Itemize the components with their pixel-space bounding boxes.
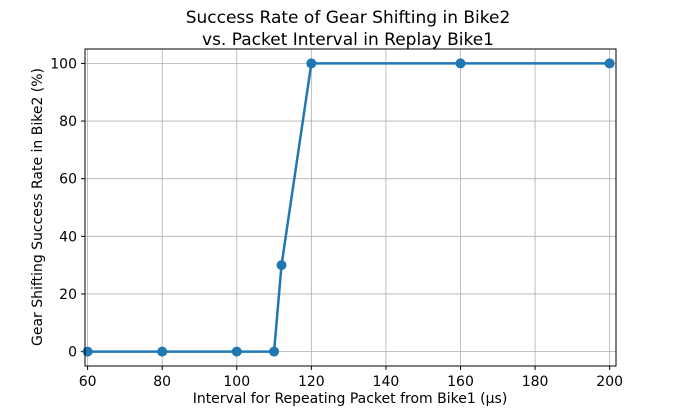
x-tick-label: 180	[522, 374, 549, 390]
chart-title-line2: vs. Packet Interval in Replay Bike1	[202, 30, 494, 50]
x-tick-label: 100	[223, 374, 250, 390]
series-line	[87, 62, 610, 353]
x-tick-label: 160	[447, 374, 474, 390]
y-tick-label: 20	[59, 287, 77, 303]
axis-ticks: 60 80 100 120 140 160 180 200 0 20 40 60 80 100	[50, 56, 623, 390]
data-point	[306, 58, 317, 69]
grid-lines	[85, 49, 616, 366]
data-point	[82, 346, 93, 357]
y-tick-label: 0	[68, 345, 77, 361]
y-axis-label: Gear Shifting Success Rate in Bike2 (%)	[30, 68, 46, 346]
x-tick-label: 140	[373, 374, 400, 390]
y-tick-label: 40	[59, 229, 77, 245]
data-point	[157, 346, 168, 357]
data-point	[269, 346, 280, 357]
x-tick-label: 60	[79, 374, 97, 390]
plot-frame	[84, 48, 617, 367]
data-point	[455, 58, 466, 69]
x-tick-label: 120	[298, 374, 325, 390]
x-axis-label: Interval for Repeating Packet from Bike1…	[193, 391, 508, 407]
chart-title-line1: Success Rate of Gear Shifting in Bike2	[186, 8, 511, 28]
data-point	[604, 58, 615, 69]
x-tick-label: 200	[596, 374, 623, 390]
y-tick-label: 60	[59, 172, 77, 188]
data-point	[231, 346, 242, 357]
x-tick-label: 80	[153, 374, 171, 390]
y-tick-label: 100	[50, 56, 77, 72]
y-tick-label: 80	[59, 114, 77, 130]
data-point	[276, 260, 287, 271]
